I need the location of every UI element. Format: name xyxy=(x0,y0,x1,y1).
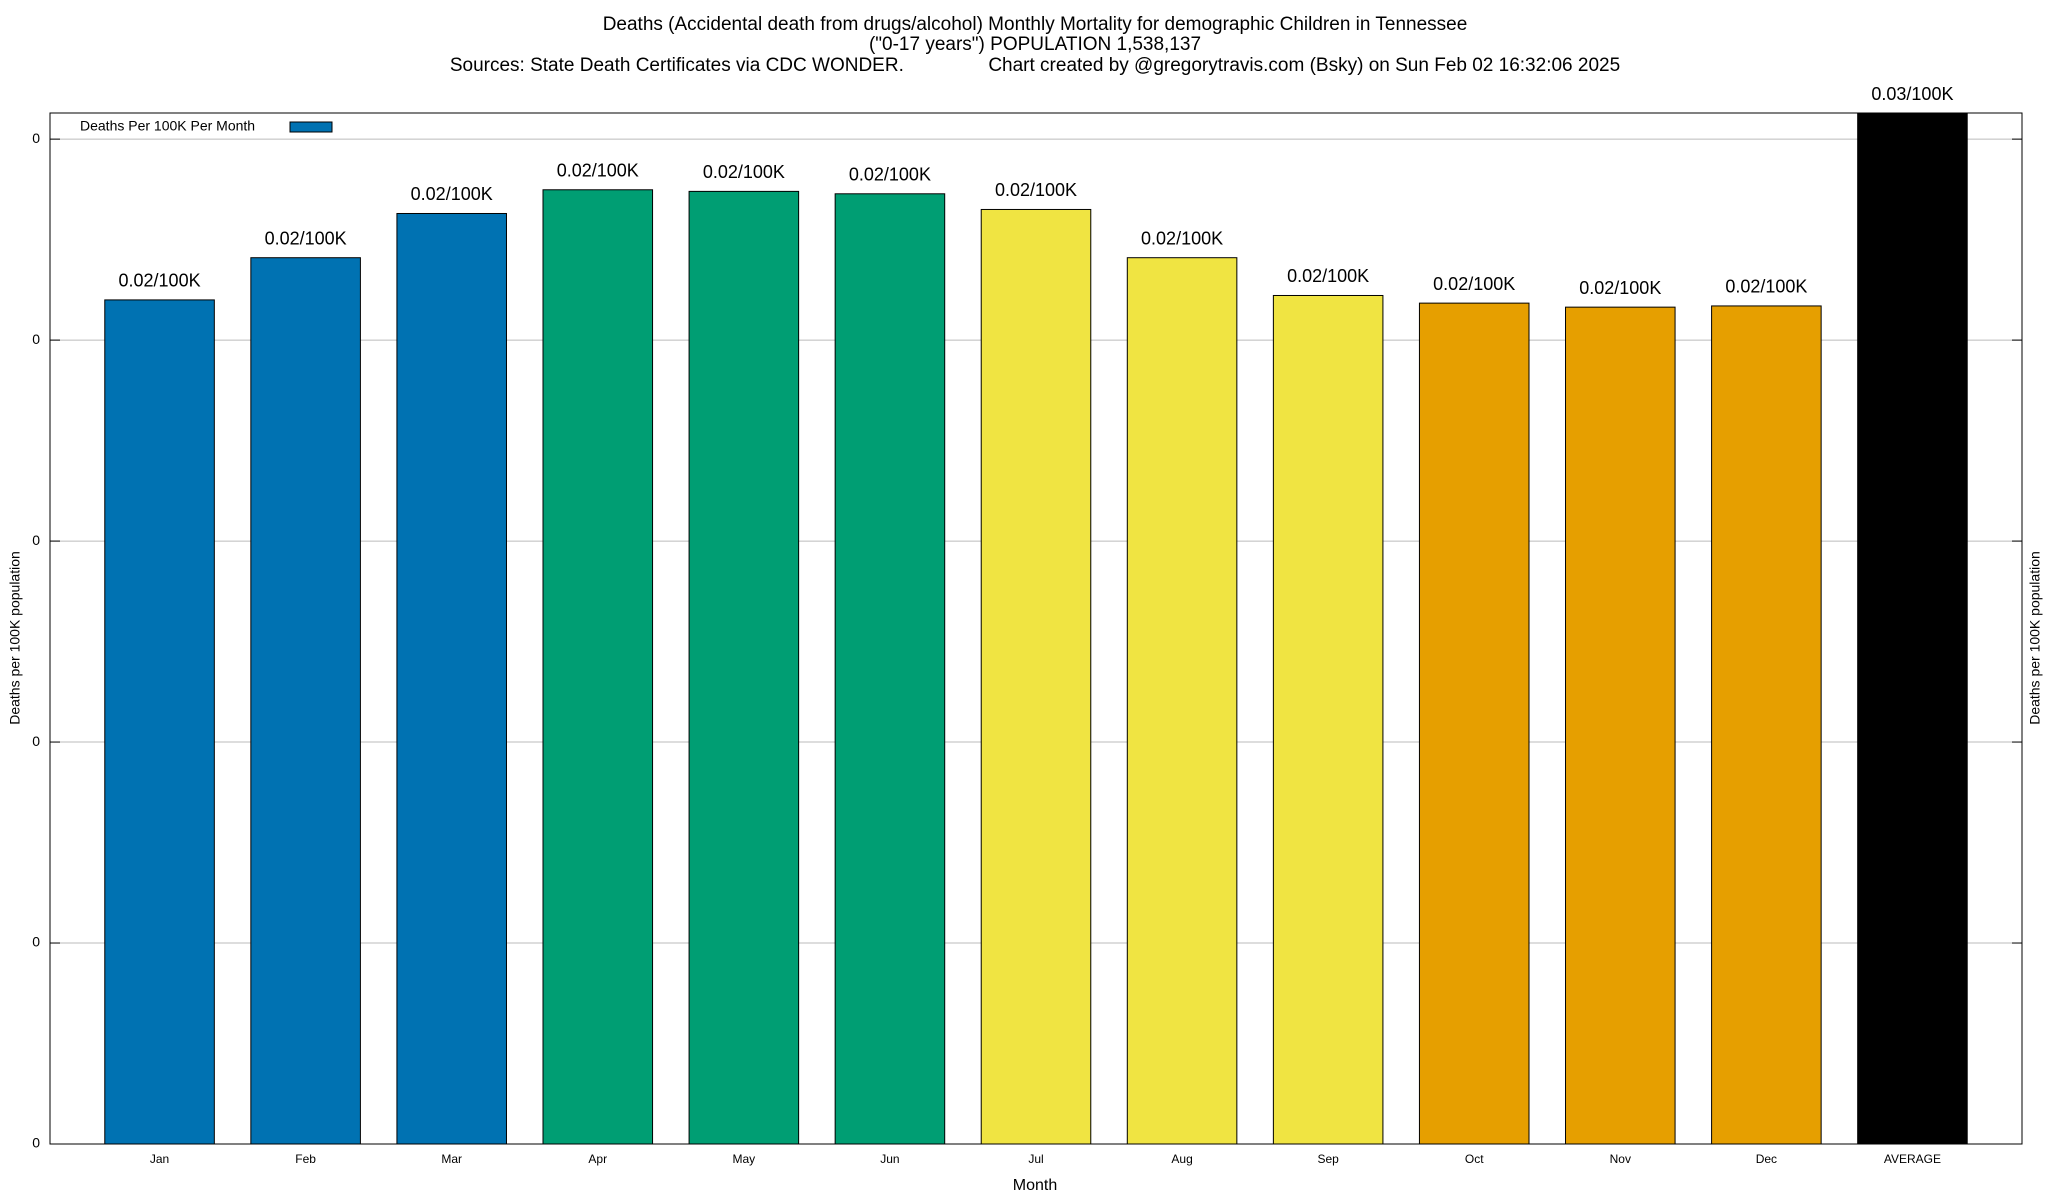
y2-axis-label: Deaths per 100K population xyxy=(2027,551,2043,725)
bar xyxy=(980,208,1092,1145)
x-tick-label: Nov xyxy=(1610,1152,1631,1166)
legend-swatch xyxy=(289,121,333,133)
x-tick-label: Mar xyxy=(441,1152,462,1166)
x-tick-label: AVERAGE xyxy=(1884,1152,1941,1166)
y-axis-label: Deaths per 100K population xyxy=(7,551,23,725)
y-tick-label: 0 xyxy=(32,1135,40,1151)
bar xyxy=(104,299,215,1145)
bar xyxy=(542,189,654,1145)
x-tick-label: Feb xyxy=(295,1152,316,1166)
x-tick-label: Dec xyxy=(1756,1152,1777,1166)
y-tick-label: 0 xyxy=(32,934,40,950)
x-tick-label: Jul xyxy=(1028,1152,1043,1166)
value-label: 0.02/100K xyxy=(849,165,931,185)
value-label: 0.02/100K xyxy=(1287,266,1369,286)
x-tick-label: Aug xyxy=(1171,1152,1192,1166)
value-label: 0.02/100K xyxy=(1141,228,1223,248)
bar xyxy=(688,190,800,1145)
x-tick-label: May xyxy=(733,1152,756,1166)
value-label: 0.02/100K xyxy=(995,180,1077,200)
plot-frame xyxy=(49,112,2023,1145)
value-label: 0.03/100K xyxy=(1871,84,1953,104)
bar xyxy=(1565,306,1676,1145)
y-tick-label: 0 xyxy=(32,733,40,749)
y-tick-label: 0 xyxy=(32,130,40,146)
x-tick-label: Jan xyxy=(150,1152,169,1166)
value-label: 0.02/100K xyxy=(1433,274,1515,294)
bar xyxy=(834,193,946,1145)
x-tick-label: Oct xyxy=(1465,1152,1484,1166)
bar xyxy=(1857,112,1968,1145)
bar xyxy=(1711,305,1822,1145)
chart-subtitle: ("0-17 years") POPULATION 1,538,137 xyxy=(869,34,1201,55)
bar xyxy=(250,257,361,1145)
bar xyxy=(1126,257,1238,1145)
value-label: 0.02/100K xyxy=(1725,277,1807,297)
legend-label: Deaths Per 100K Per Month xyxy=(80,118,255,134)
x-tick-label: Jun xyxy=(880,1152,899,1166)
value-label: 0.02/100K xyxy=(703,162,785,182)
bar xyxy=(1418,302,1530,1145)
x-tick-label: Sep xyxy=(1317,1152,1339,1166)
bar xyxy=(396,212,507,1145)
chart-title: Deaths (Accidental death from drugs/alco… xyxy=(603,14,1468,35)
value-label: 0.02/100K xyxy=(119,271,201,291)
x-axis-label: Month xyxy=(1013,1177,1057,1194)
bar xyxy=(1272,294,1384,1145)
y-tick-label: 0 xyxy=(32,532,40,548)
value-label: 0.02/100K xyxy=(1579,278,1661,298)
chart-source: Sources: State Death Certificates via CD… xyxy=(450,55,1620,76)
value-label: 0.02/100K xyxy=(557,161,639,181)
value-label: 0.02/100K xyxy=(411,184,493,204)
x-tick-label: Apr xyxy=(588,1152,607,1166)
y-tick-label: 0 xyxy=(32,331,40,347)
value-label: 0.02/100K xyxy=(265,228,347,248)
